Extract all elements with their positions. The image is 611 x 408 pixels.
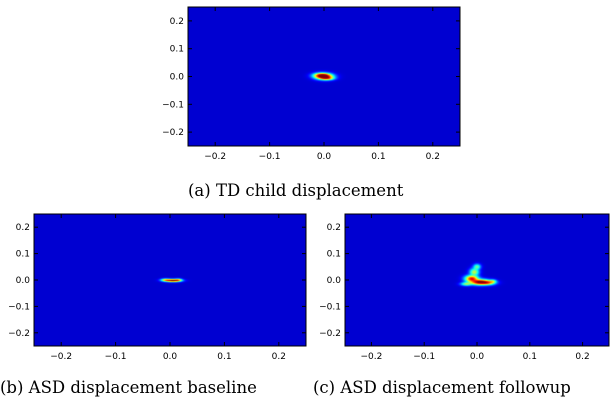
x-tick-label: 0.0	[317, 152, 332, 162]
heatmap-density	[188, 7, 460, 146]
heatmap-density	[345, 214, 609, 346]
y-tick-label: −0.2	[8, 329, 30, 339]
x-tick-label: 0.1	[523, 352, 537, 362]
x-tick-label: −0.1	[413, 352, 435, 362]
x-tick-label: 0.2	[426, 152, 440, 162]
x-tick-label: −0.2	[50, 352, 72, 362]
x-tick-label: −0.1	[259, 152, 281, 162]
y-tick-label: 0.2	[327, 223, 341, 233]
y-tick-label: 0.0	[16, 276, 31, 286]
x-tick-label: 0.1	[371, 152, 385, 162]
x-tick-label: 0.1	[217, 352, 231, 362]
heatmap-density	[34, 214, 306, 346]
y-tick-label: 0.2	[16, 223, 30, 233]
x-tick-label: 0.2	[575, 352, 589, 362]
caption-asd-followup: (c) ASD displacement followup	[313, 378, 571, 397]
y-tick-label: −0.2	[319, 329, 341, 339]
y-tick-label: −0.1	[162, 100, 184, 110]
x-tick-label: 0.0	[470, 352, 485, 362]
y-tick-label: −0.1	[319, 302, 341, 312]
y-tick-label: 0.2	[170, 17, 184, 27]
x-tick-label: −0.2	[204, 152, 226, 162]
y-tick-label: 0.1	[16, 250, 30, 260]
y-tick-label: −0.1	[8, 302, 30, 312]
y-tick-label: 0.0	[327, 276, 342, 286]
heatmap-asd-baseline: −0.2 −0.1 0.0 0.1 0.2 0.2 0.1 0.0 −0.1 −0.2	[8, 213, 307, 362]
heatmap-td-child: −0.2 −0.1 0.0 0.1 0.2 0.2 0.1 0.0 −0.1 −0.2	[162, 6, 461, 162]
x-tick-label: 0.0	[163, 352, 178, 362]
x-tick-label: −0.2	[360, 352, 382, 362]
y-tick-label: 0.1	[170, 45, 184, 55]
heatmap-asd-followup: −0.2 −0.1 0.0 0.1 0.2 0.2 0.1 0.0 −0.1 −0.2	[319, 213, 610, 362]
caption-td-child: (a) TD child displacement	[188, 181, 404, 200]
caption-asd-baseline: (b) ASD displacement baseline	[0, 378, 257, 397]
y-tick-label: 0.0	[170, 73, 185, 83]
x-tick-label: −0.1	[105, 352, 127, 362]
y-tick-label: 0.1	[327, 250, 341, 260]
x-tick-label: 0.2	[272, 352, 286, 362]
y-tick-label: −0.2	[162, 128, 184, 138]
